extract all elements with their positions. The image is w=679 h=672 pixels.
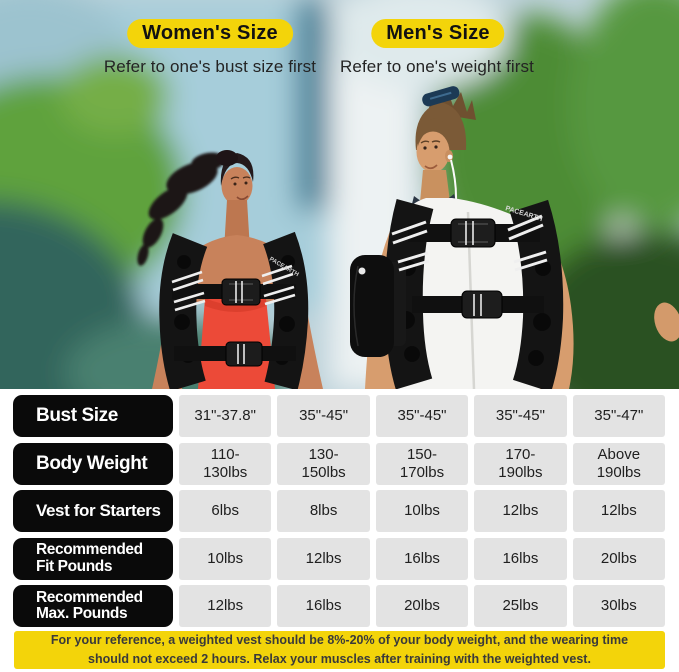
hero-photo-section: PACEARTH: [0, 0, 679, 389]
woman-figure: PACEARTH: [137, 150, 323, 389]
photo-illustration: PACEARTH: [0, 0, 679, 389]
table-cell: 20lbs: [375, 585, 469, 627]
man-neck: [420, 170, 450, 202]
table-cell: 16lbs: [474, 537, 567, 580]
mens-size-subtitle: Refer to one's weight first: [340, 57, 534, 76]
table-cell: 10lbs: [179, 537, 272, 580]
row-label-recommended-fit-pounds: Recommended Fit Pounds: [13, 537, 173, 580]
woman-face: [221, 167, 253, 205]
woman-weighted-vest: PACEARTH: [159, 231, 309, 389]
woman-ponytail: [137, 152, 225, 266]
row-label-body-weight: Body Weight: [13, 442, 173, 485]
table-cell: 35"-45": [474, 395, 567, 437]
woman-reflective-stripes: [171, 264, 296, 312]
table-cell: 10lbs: [375, 490, 469, 532]
table-cell: 8lbs: [277, 490, 370, 532]
row-label-bust-size: Bust Size: [13, 395, 173, 437]
mens-size-badge: Men's Size: [371, 19, 505, 48]
size-chart-table: Bust Size 31"-37.8" 35"-45" 35"-45" 35"-…: [13, 395, 665, 627]
table-cell: 31"-37.8": [179, 395, 272, 437]
table-cell: 130- 150lbs: [277, 442, 370, 485]
table-cell: 20lbs: [572, 537, 665, 580]
table-cell: 12lbs: [474, 490, 567, 532]
man-face-features: [420, 140, 441, 170]
womens-size-badge: Women's Size: [127, 19, 293, 48]
man-figure: PACEARTH: [350, 86, 679, 389]
table-cell: 30lbs: [572, 585, 665, 627]
phone-pouch: [350, 255, 406, 357]
table-cell: 12lbs: [572, 490, 665, 532]
reference-note: For your reference, a weighted vest shou…: [14, 631, 665, 669]
woman-face-features: [230, 176, 251, 201]
table-cell: 150- 170lbs: [375, 442, 469, 485]
table-cell: 12lbs: [179, 585, 272, 627]
table-cell: 35"-47": [572, 395, 665, 437]
man-far-hand: [654, 302, 679, 342]
table-cell: 6lbs: [179, 490, 272, 532]
table-cell: 170- 190lbs: [474, 442, 567, 485]
womens-size-subtitle: Refer to one's bust size first: [103, 57, 317, 76]
table-cell: Above 190lbs: [572, 442, 665, 485]
table-cell: 110- 130lbs: [179, 442, 272, 485]
table-cell: 25lbs: [474, 585, 567, 627]
table-cell: 16lbs: [375, 537, 469, 580]
row-label-recommended-max-pounds: Recommended Max. Pounds: [13, 585, 173, 627]
table-cell: 12lbs: [277, 537, 370, 580]
sunglasses: [422, 86, 460, 107]
table-cell: 16lbs: [277, 585, 370, 627]
row-label-vest-for-starters: Vest for Starters: [13, 490, 173, 532]
man-reflective-stripes: [391, 214, 548, 272]
table-cell: 35"-45": [277, 395, 370, 437]
table-cell: 35"-45": [375, 395, 469, 437]
man-weighted-vest: PACEARTH: [350, 199, 564, 389]
